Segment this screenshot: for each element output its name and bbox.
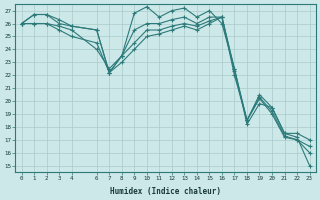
X-axis label: Humidex (Indice chaleur): Humidex (Indice chaleur) <box>110 187 221 196</box>
